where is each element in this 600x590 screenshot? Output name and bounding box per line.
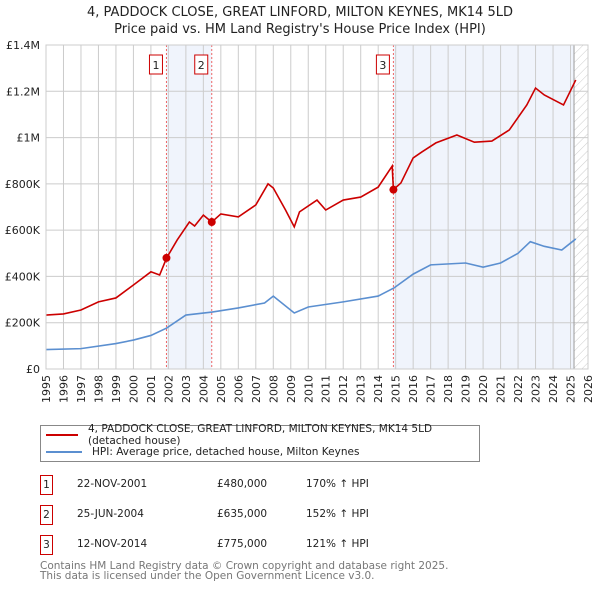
sale-marker-number: 3	[40, 535, 53, 555]
sale-date: 25-JUN-2004	[77, 508, 144, 520]
x-tick-label: 2025	[565, 375, 578, 403]
x-tick-label: 2014	[372, 375, 385, 403]
x-tick-label: 2022	[512, 375, 525, 403]
x-tick-label: 1998	[92, 375, 105, 403]
legend-hpi: HPI: Average price, detached house, Milt…	[92, 446, 360, 458]
sale-marker-label: 2	[198, 59, 205, 72]
x-tick-label: 2017	[425, 375, 438, 403]
sale-marker-box	[148, 54, 163, 75]
y-tick-label: £0	[26, 363, 40, 376]
legend-swatch-hpi	[46, 451, 82, 453]
sale-date: 22-NOV-2001	[77, 478, 148, 490]
sale-marker-label: 1	[152, 59, 159, 72]
sale-marker-box	[194, 54, 209, 75]
y-tick-label: £1.2M	[6, 85, 40, 98]
x-tick-label: 2005	[215, 375, 228, 403]
sale-marker-box	[375, 54, 390, 75]
sale-point	[389, 185, 398, 194]
chart-title: 4, PADDOCK CLOSE, GREAT LINFORD, MILTON …	[87, 5, 513, 20]
x-tick-label: 2011	[320, 375, 333, 403]
x-tick-label: 1995	[40, 375, 53, 403]
x-tick-label: 2012	[337, 375, 350, 403]
y-tick-label: £1M	[17, 132, 41, 145]
sale-date: 12-NOV-2014	[77, 538, 148, 550]
x-tick-label: 2000	[127, 375, 140, 403]
x-tick-label: 2003	[180, 375, 193, 403]
sale-marker-label: 3	[379, 59, 386, 72]
x-tick-label: 2004	[197, 375, 210, 403]
x-tick-label: 2009	[285, 375, 298, 403]
y-tick-label: £200K	[5, 317, 41, 330]
y-tick-label: £600K	[5, 224, 41, 237]
x-tick-label: 1996	[57, 375, 70, 403]
chart-subtitle: Price paid vs. HM Land Registry's House …	[114, 22, 486, 37]
sale-marker-number: 1	[40, 475, 53, 495]
x-tick-label: 2006	[232, 375, 245, 403]
legend-swatch-property	[46, 434, 78, 436]
plot-border	[45, 44, 589, 370]
legend: 4, PADDOCK CLOSE, GREAT LINFORD, MILTON …	[40, 423, 480, 462]
x-tick-label: 2026	[582, 375, 595, 403]
x-tick-label: 1997	[75, 375, 88, 403]
hpi-line	[45, 238, 577, 351]
x-tick-label: 2001	[145, 375, 158, 403]
x-tick-label: 2019	[460, 375, 473, 403]
x-tick-label: 2010	[302, 375, 315, 403]
sale-price: £775,000	[217, 538, 268, 550]
y-tick-label: £800K	[5, 178, 41, 191]
x-tick-label: 2020	[477, 375, 490, 403]
x-tick-label: 2013	[355, 375, 368, 403]
shaded-period	[166, 45, 212, 369]
sale-hpi-diff: 152% ↑ HPI	[306, 508, 369, 520]
shaded-period	[393, 45, 575, 369]
sale-hpi-diff: 170% ↑ HPI	[306, 478, 369, 490]
x-tick-label: 1999	[110, 375, 123, 403]
x-tick-label: 2024	[547, 375, 560, 403]
future-hatch	[574, 45, 588, 369]
x-tick-label: 2008	[267, 375, 280, 403]
x-tick-label: 2007	[250, 375, 263, 403]
y-tick-label: £1.4M	[6, 39, 40, 52]
sale-marker-number: 2	[40, 505, 53, 525]
property-price-line	[45, 79, 577, 316]
legend-property: 4, PADDOCK CLOSE, GREAT LINFORD, MILTON …	[88, 423, 433, 447]
y-tick-label: £400K	[5, 270, 41, 283]
sale-point	[207, 218, 216, 227]
x-tick-label: 2021	[495, 375, 508, 403]
sale-hpi-diff: 121% ↑ HPI	[306, 538, 369, 550]
sale-price: £480,000	[217, 478, 268, 490]
footer-licence: This data is licensed under the Open Gov…	[40, 570, 375, 582]
price-chart: 1995 1996 1997 1998 1999 2000 2001 2002 2003 2004…	[5, 39, 595, 403]
sale-price: £635,000	[217, 508, 268, 520]
sale-point	[162, 253, 171, 262]
footer-copyright: Contains HM Land Registry data © Crown c…	[40, 560, 449, 572]
x-tick-label: 2023	[530, 375, 543, 403]
x-tick-label: 2002	[162, 375, 175, 403]
x-tick-label: 2016	[407, 375, 420, 403]
x-tick-label: 2015	[390, 375, 403, 403]
x-tick-label: 2018	[442, 375, 455, 403]
